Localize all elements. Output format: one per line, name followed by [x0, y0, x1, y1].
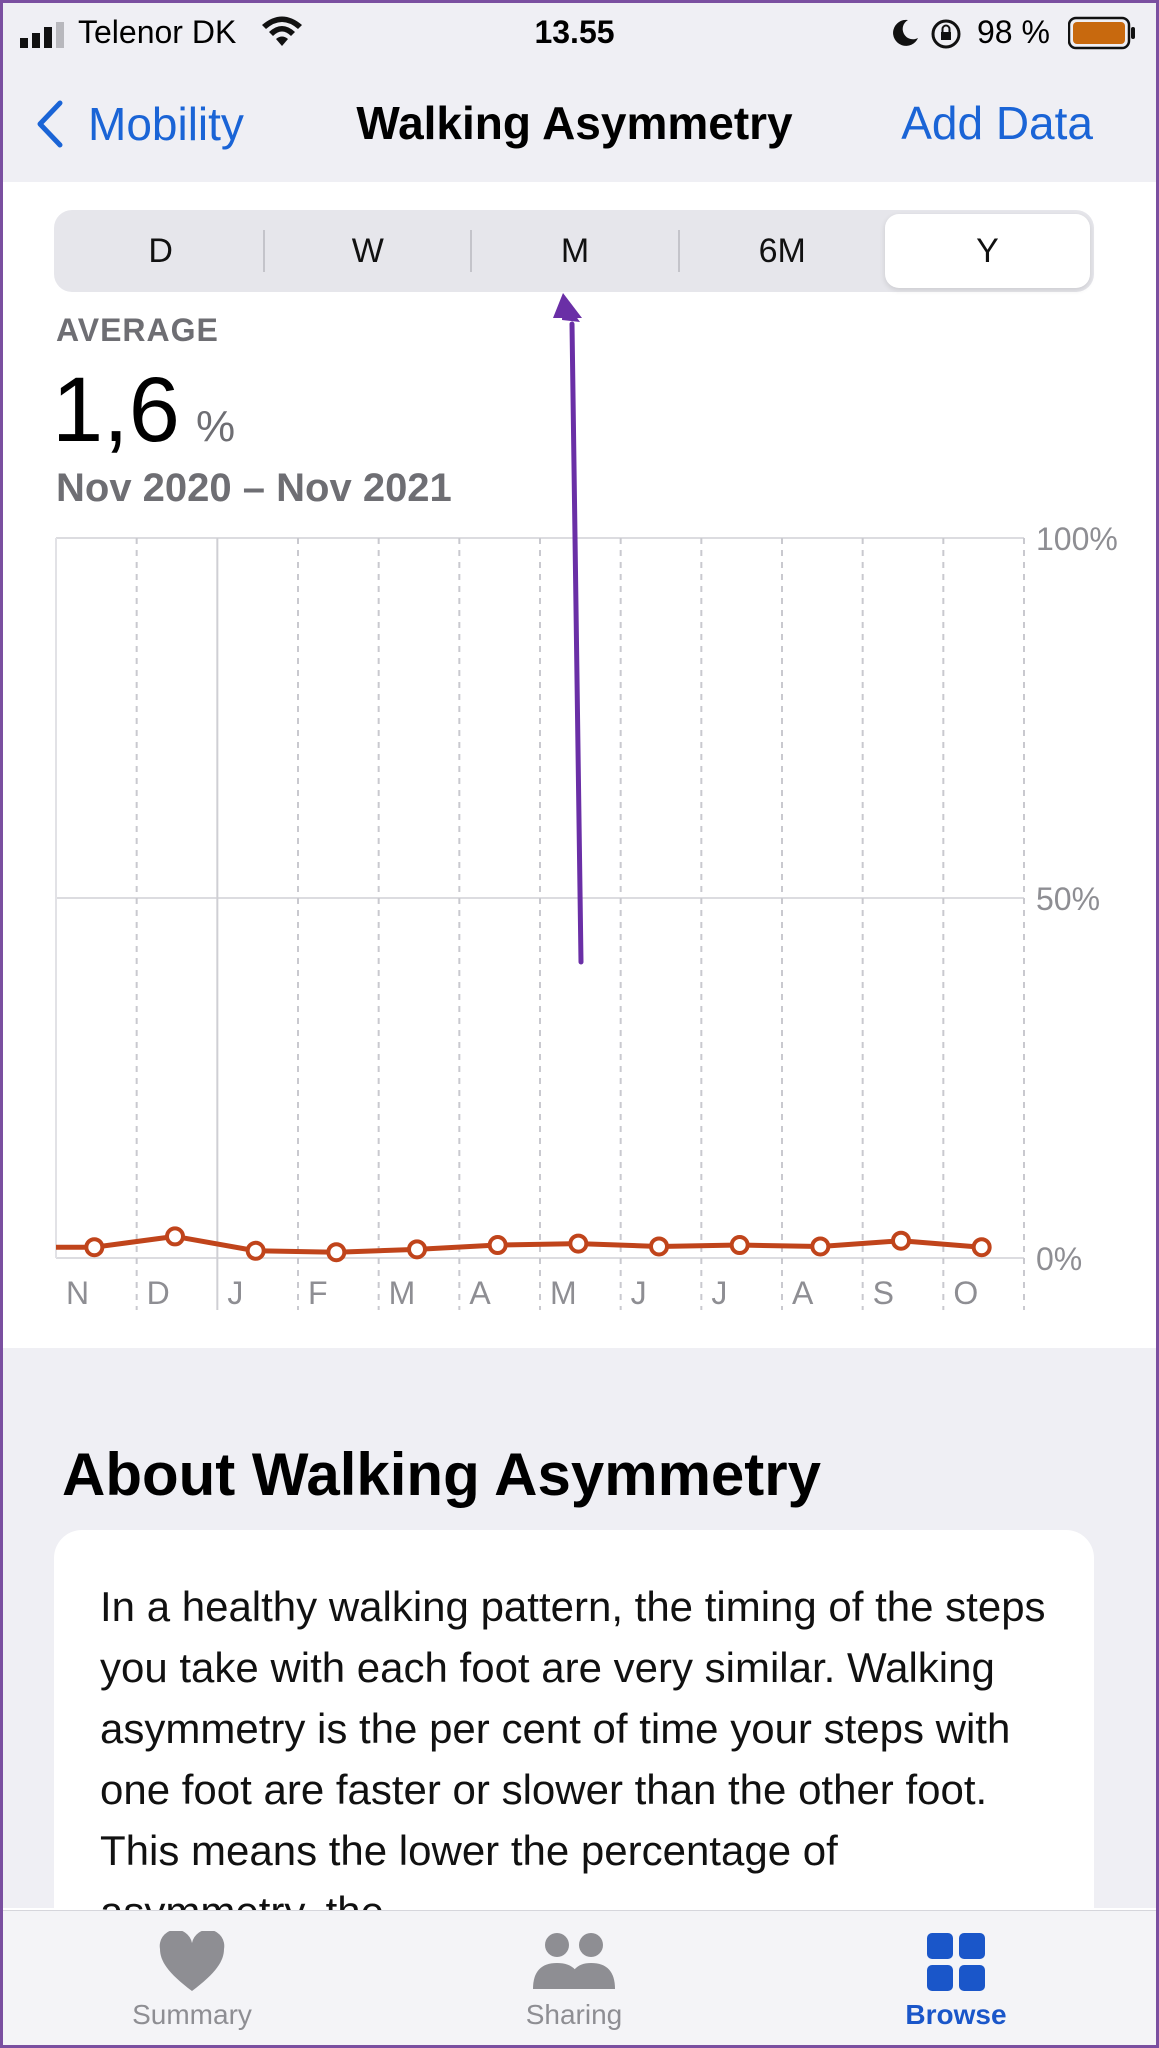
- time-range-segmented-control: D W M 6M Y: [54, 210, 1094, 292]
- tab-summary-label: Summary: [132, 1999, 252, 2030]
- x-tick-label: D: [147, 1275, 170, 1311]
- about-card: In a healthy walking pattern, the timing…: [54, 1530, 1094, 1970]
- segment-month[interactable]: M: [560, 232, 590, 270]
- segment-divider: [677, 230, 680, 272]
- data-point: [407, 1239, 427, 1260]
- date-range: Nov 2020 – Nov 2021: [56, 466, 452, 510]
- data-point: [729, 1235, 750, 1256]
- tab-sharing[interactable]: Sharing: [494, 1911, 654, 2048]
- carrier-name: Telenor DK: [78, 14, 237, 50]
- segment-day[interactable]: D: [148, 232, 173, 270]
- data-point: [245, 1240, 266, 1261]
- signal-icon: [20, 22, 64, 48]
- x-tick-label: M: [550, 1275, 577, 1311]
- navigation-bar: Mobility Walking Asymmetry Add Data: [0, 66, 1159, 182]
- x-tick-label: A: [469, 1275, 491, 1311]
- segment-divider: [263, 230, 266, 272]
- x-tick-label: O: [953, 1275, 978, 1311]
- walking-asymmetry-chart[interactable]: 100% 50% 0% N D J F M A M J J A S O: [0, 510, 1159, 1340]
- data-point: [568, 1233, 589, 1254]
- data-point: [487, 1235, 508, 1256]
- y-tick-label: 0%: [1036, 1241, 1082, 1277]
- tab-browse[interactable]: Browse: [876, 1911, 1036, 2048]
- grid-icon: [927, 1933, 985, 1991]
- wifi-icon: [262, 16, 302, 46]
- x-tick-label: A: [792, 1275, 814, 1311]
- tab-sharing-label: Sharing: [525, 1999, 623, 2030]
- average-value: 1,6: [52, 359, 180, 461]
- data-point: [649, 1236, 669, 1257]
- x-tick-label: F: [308, 1275, 328, 1311]
- segment-week[interactable]: W: [351, 232, 384, 270]
- chevron-left-icon: [37, 100, 63, 148]
- x-tick-label: M: [389, 1275, 416, 1311]
- average-label: AVERAGE: [56, 312, 219, 348]
- battery-icon: [1068, 16, 1135, 50]
- segment-six-months[interactable]: 6M: [758, 232, 806, 270]
- average-unit: %: [196, 402, 236, 451]
- x-tick-label: S: [873, 1275, 894, 1311]
- data-point: [84, 1237, 105, 1258]
- data-point: [891, 1230, 911, 1251]
- x-tick-label: J: [631, 1275, 647, 1311]
- segment-year[interactable]: Y: [884, 214, 1091, 288]
- data-point: [810, 1236, 831, 1257]
- data-point: [326, 1242, 347, 1263]
- tab-summary[interactable]: Summary: [112, 1911, 272, 2048]
- heart-icon: [159, 1931, 225, 1991]
- back-button[interactable]: Mobility: [34, 94, 244, 154]
- x-tick-label: N: [66, 1275, 89, 1311]
- add-data-button[interactable]: Add Data: [901, 97, 1093, 149]
- data-point: [165, 1226, 185, 1247]
- data-point: [971, 1237, 992, 1258]
- series-line: [56, 1233, 982, 1255]
- status-time: 13.55: [534, 14, 615, 50]
- y-tick-label: 100%: [1036, 521, 1118, 557]
- x-tick-label: J: [711, 1275, 727, 1311]
- battery-percent: 98 %: [977, 14, 1050, 50]
- about-heading: About Walking Asymmetry: [62, 1441, 821, 1508]
- back-button-label: Mobility: [88, 98, 244, 150]
- moon-icon: [893, 19, 918, 46]
- rotation-lock-icon: [931, 19, 961, 49]
- tab-browse-label: Browse: [905, 1999, 1007, 2030]
- page-title: Walking Asymmetry: [356, 97, 793, 149]
- about-text: In a healthy walking pattern, the timing…: [100, 1583, 1046, 1935]
- people-icon: [533, 1933, 615, 1989]
- segment-divider: [470, 230, 473, 272]
- x-tick-label: J: [227, 1275, 243, 1311]
- tab-bar: Summary Sharing Browse: [0, 1910, 1159, 2048]
- y-tick-label: 50%: [1036, 881, 1100, 917]
- status-bar: Telenor DK 13.55 98 %: [0, 0, 1159, 66]
